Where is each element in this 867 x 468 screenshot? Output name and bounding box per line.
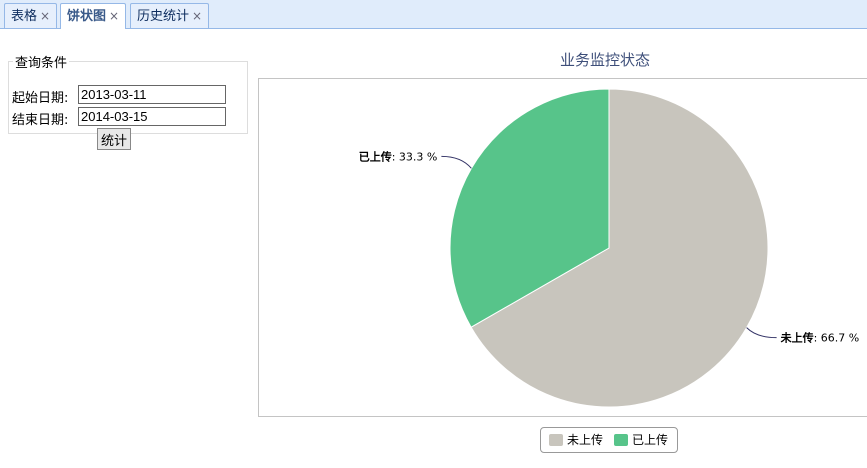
pie-slice-1[interactable] <box>449 88 610 328</box>
end-date-input[interactable] <box>78 107 226 126</box>
tab-bar: 表格 × 饼状图 × 历史统计 × <box>0 0 867 29</box>
query-legend: 查询条件 <box>15 56 68 71</box>
tab-pie[interactable]: 饼状图 × <box>60 3 127 29</box>
data-label: 未上传: 66.7 % <box>780 331 860 345</box>
chart-legend: 未上传 已上传 <box>540 427 678 453</box>
connector-line <box>441 155 472 169</box>
tab-label: 表格 <box>11 9 38 24</box>
legend-swatch <box>549 434 563 446</box>
query-panel: 查询条件 起始日期: 结束日期: 统计 <box>8 52 248 150</box>
legend-label: 已上传 <box>632 433 669 447</box>
start-date-input[interactable] <box>78 85 226 104</box>
chart-area <box>258 78 867 417</box>
legend-swatch <box>614 434 628 446</box>
tab-table[interactable]: 表格 × <box>4 3 58 28</box>
legend-item-0[interactable]: 未上传 <box>549 428 603 452</box>
submit-button[interactable]: 统计 <box>97 128 132 150</box>
close-icon[interactable]: × <box>192 9 203 23</box>
data-label: 已上传: 33.3 % <box>359 149 438 163</box>
chart-title: 业务监控状态 <box>560 51 651 69</box>
tab-label: 饼状图 <box>67 9 107 24</box>
tab-label: 历史统计 <box>137 9 190 24</box>
end-date-label: 结束日期: <box>12 113 69 128</box>
legend-item-1[interactable]: 已上传 <box>614 428 668 452</box>
tab-history[interactable]: 历史统计 × <box>130 3 210 28</box>
connector-line <box>746 327 777 339</box>
legend-label: 未上传 <box>567 433 604 447</box>
close-icon[interactable]: × <box>40 9 51 23</box>
start-date-label: 起始日期: <box>12 91 69 106</box>
close-icon[interactable]: × <box>109 9 120 23</box>
